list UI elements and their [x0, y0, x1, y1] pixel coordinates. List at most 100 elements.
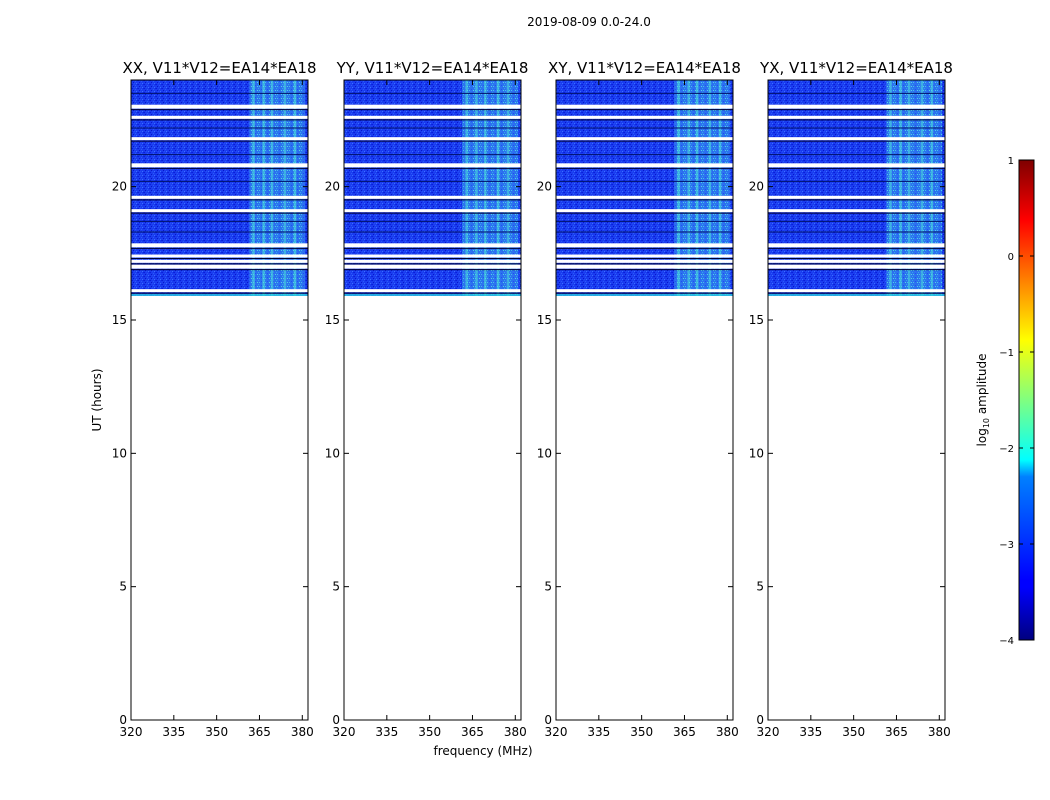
rfi-channel [677, 80, 680, 296]
rfi-channel [293, 80, 297, 296]
y-tick-label: 20 [749, 180, 764, 194]
colorbar-gradient [1018, 159, 1035, 641]
rfi-channel [899, 80, 902, 296]
gap-row [556, 289, 733, 293]
panel-title: YX, V11*V12=EA14*EA18 [759, 59, 953, 77]
x-tick-label: 365 [885, 725, 908, 739]
panel-title: YY, V11*V12=EA14*EA18 [336, 59, 529, 77]
y-tick-label: 0 [756, 713, 764, 727]
gap-row [131, 137, 308, 141]
x-tick-label: 380 [291, 725, 314, 739]
x-tick-label: 350 [842, 725, 865, 739]
gap-row [344, 243, 521, 248]
gap-row [131, 209, 308, 213]
gap-row [131, 254, 308, 258]
gap-row [344, 209, 521, 213]
y-tick-label: 20 [537, 180, 552, 194]
gap-row [768, 264, 945, 269]
gap-row [556, 259, 733, 263]
y-tick-label: 15 [325, 313, 340, 327]
x-tick-label: 380 [504, 725, 527, 739]
x-axis-label: frequency (MHz) [433, 744, 532, 758]
colorbar-tick-label: −1 [999, 348, 1014, 359]
gap-row [768, 195, 945, 199]
x-tick-label: 380 [928, 725, 951, 739]
y-tick-label: 20 [325, 180, 340, 194]
rfi-channel [496, 80, 500, 296]
gap-row [768, 104, 945, 109]
x-tick-label: 335 [162, 725, 185, 739]
gap-row [131, 259, 308, 263]
colorbar-label-suffix: amplitude [975, 354, 989, 418]
panel-title: XY, V11*V12=EA14*EA18 [548, 59, 741, 77]
gap-row [768, 254, 945, 258]
gap-row [131, 104, 308, 109]
y-tick-label: 15 [537, 313, 552, 327]
panel-3: XY, V11*V12=EA14*EA18 320 335 350 365 380 0 5 10… [537, 59, 741, 739]
gap-row [556, 243, 733, 248]
gap-row [556, 264, 733, 269]
colorbar-label-prefix: log [975, 428, 989, 446]
colorbar-label: log10 amplitude [975, 354, 991, 447]
y-tick-label: 0 [544, 713, 552, 727]
gap-row [344, 137, 521, 141]
rfi-channel [708, 80, 712, 296]
x-tick-label: 320 [333, 725, 356, 739]
rfi-channel [695, 80, 699, 296]
x-tick-label: 365 [673, 725, 696, 739]
axes-frame [555, 79, 734, 721]
rfi-channel [270, 80, 274, 296]
gap-row [768, 289, 945, 293]
y-tick-label: 5 [332, 580, 340, 594]
rfi-channel [930, 80, 934, 296]
gap-row [556, 137, 733, 141]
rfi-channel [483, 80, 487, 296]
gap-row [344, 163, 521, 168]
x-tick-label: 365 [248, 725, 271, 739]
y-tick-label: 20 [112, 180, 127, 194]
colorbar-tick-label: 1 [1008, 156, 1014, 167]
gap-row [768, 209, 945, 213]
gap-row [556, 209, 733, 213]
gap-row [768, 137, 945, 141]
gap-row [556, 195, 733, 199]
gap-row [344, 104, 521, 109]
colorbar-label-sub: 10 [982, 418, 991, 428]
figure-suptitle: 2019-08-09 0.0-24.0 [527, 15, 651, 29]
gap-row [768, 243, 945, 248]
gap-row [131, 163, 308, 168]
gap-row [344, 259, 521, 263]
gap-row [131, 289, 308, 293]
rfi-channel [907, 80, 911, 296]
gap-row [556, 115, 733, 119]
x-tick-label: 320 [120, 725, 143, 739]
gap-row [556, 104, 733, 109]
x-tick-label: 320 [757, 725, 780, 739]
x-tick-label: 320 [545, 725, 568, 739]
x-tick-label: 350 [418, 725, 441, 739]
rfi-channel [718, 80, 722, 296]
gap-row [131, 264, 308, 269]
gap-row [344, 254, 521, 258]
x-tick-label: 365 [461, 725, 484, 739]
y-tick-label: 5 [756, 580, 764, 594]
gap-row [556, 254, 733, 258]
gap-row [768, 163, 945, 168]
x-tick-label: 350 [205, 725, 228, 739]
panels-group: XX, V11*V12=EA14*EA18 320 335 350 365 380 0 5 10… [112, 59, 953, 739]
panel-4: YX, V11*V12=EA14*EA18 320 335 350 365 380 0 5 10… [749, 59, 953, 739]
axes-frame [130, 79, 309, 721]
gap-row [556, 163, 733, 168]
y-tick-label: 10 [749, 446, 764, 460]
colorbar-tick-label: −3 [999, 540, 1014, 551]
y-tick-label: 5 [544, 580, 552, 594]
panel-title: XX, V11*V12=EA14*EA18 [122, 59, 316, 77]
gap-row [131, 195, 308, 199]
rfi-channel [920, 80, 924, 296]
y-tick-label: 10 [537, 446, 552, 460]
rfi-channel [687, 80, 690, 296]
gap-row [344, 195, 521, 199]
gap-row [344, 289, 521, 293]
axes-frame [767, 79, 946, 721]
